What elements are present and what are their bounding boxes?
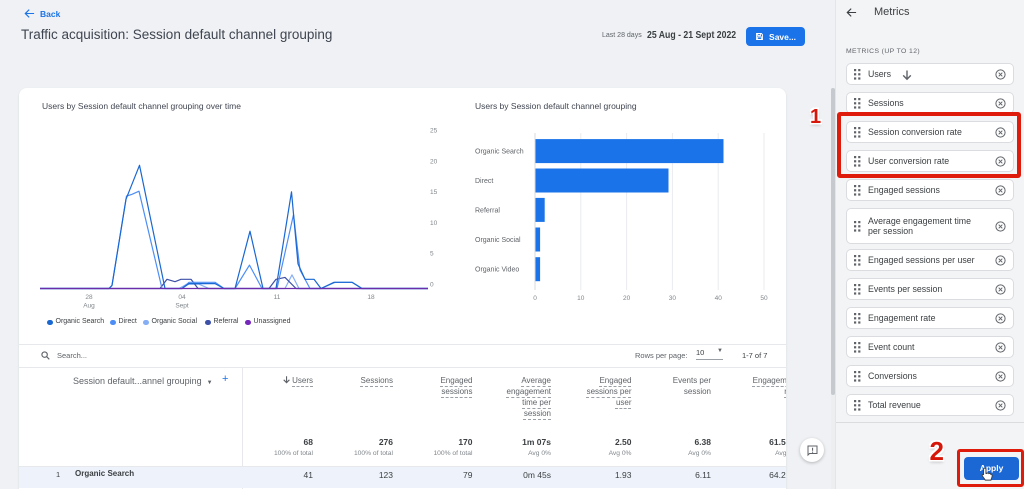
svg-text:15: 15 xyxy=(430,189,438,196)
svg-text:5: 5 xyxy=(430,251,434,258)
svg-text:18: 18 xyxy=(367,294,375,301)
svg-text:28: 28 xyxy=(85,294,93,301)
svg-text:0: 0 xyxy=(430,282,434,289)
svg-text:Organic Search: Organic Search xyxy=(475,149,524,156)
svg-text:20: 20 xyxy=(623,295,631,302)
svg-text:Aug: Aug xyxy=(83,303,95,310)
svg-text:30: 30 xyxy=(669,295,677,302)
svg-text:Sept: Sept xyxy=(175,303,189,310)
svg-text:Referral: Referral xyxy=(475,207,500,214)
svg-text:Organic Social: Organic Social xyxy=(475,237,521,244)
svg-text:Organic Video: Organic Video xyxy=(475,267,519,274)
svg-text:10: 10 xyxy=(430,220,438,227)
svg-text:50: 50 xyxy=(760,295,768,302)
svg-text:20: 20 xyxy=(430,158,438,165)
svg-text:10: 10 xyxy=(577,295,585,302)
svg-text:11: 11 xyxy=(274,294,281,301)
svg-text:0: 0 xyxy=(533,295,537,302)
svg-text:25: 25 xyxy=(430,128,438,135)
svg-text:40: 40 xyxy=(715,295,723,302)
svg-text:04: 04 xyxy=(178,294,186,301)
svg-text:Direct: Direct xyxy=(475,178,493,185)
